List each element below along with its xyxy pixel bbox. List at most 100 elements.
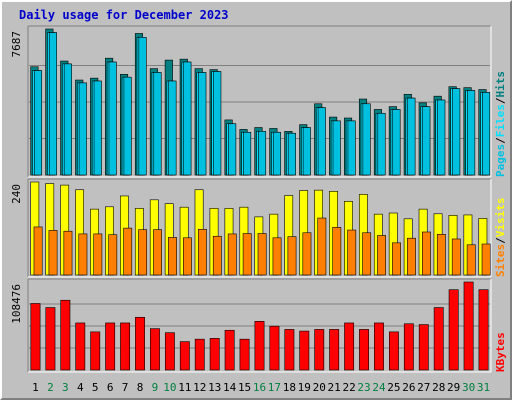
x-tick-label-day-23: 23	[357, 381, 370, 394]
bar-sites-day-23	[362, 232, 372, 276]
chart-title: Daily usage for December 2023	[19, 8, 229, 22]
bar-sites-day-28	[436, 234, 446, 276]
y-max-label: 240	[10, 184, 23, 204]
bar-kbytes-day-12	[194, 338, 205, 371]
x-tick-label-day-25: 25	[387, 381, 400, 394]
bar-sites-day-20	[317, 217, 327, 276]
bar-sites-day-12	[197, 228, 207, 276]
bar-pages-day-8	[138, 36, 147, 176]
legend-label: Pages/Files/Hits	[494, 71, 507, 177]
chart-panels: 7687 Pages/Files/Hits 240 Sites/Visits10847…	[10, 25, 507, 373]
x-tick-label-day-22: 22	[342, 381, 355, 394]
bar-kbytes-day-29	[448, 289, 459, 371]
bar-sites-day-10	[168, 237, 177, 276]
bar-pages-day-22	[347, 120, 356, 176]
bar-kbytes-day-19	[299, 330, 310, 371]
x-tick-label-day-24: 24	[372, 381, 386, 394]
bar-kbytes-day-10	[164, 332, 175, 371]
bar-kbytes-day-30	[463, 281, 474, 371]
bar-pages-day-10	[168, 80, 177, 176]
panel-visits-sites: 240 Sites/Visits	[10, 178, 507, 278]
bar-kbytes-day-6	[105, 322, 116, 371]
bar-pages-day-13	[213, 71, 222, 176]
x-tick-label-day-31: 31	[477, 381, 490, 394]
bar-pages-day-1	[33, 70, 43, 176]
bar-kbytes-day-7	[120, 322, 131, 371]
bar-sites-day-4	[78, 233, 88, 276]
bar-sites-day-13	[212, 235, 222, 276]
bar-kbytes-day-16	[254, 321, 265, 371]
bar-pages-day-2	[48, 32, 57, 176]
x-tick-label-day-3: 3	[62, 381, 69, 394]
bar-sites-day-2	[48, 230, 58, 276]
bar-pages-day-20	[317, 107, 326, 176]
bar-sites-day-3	[63, 230, 73, 276]
x-tick-label-day-12: 12	[193, 381, 206, 394]
bar-sites-day-9	[153, 229, 162, 276]
bar-sites-day-5	[93, 233, 103, 276]
bar-pages-day-17	[272, 131, 282, 176]
bar-kbytes-day-21	[329, 329, 340, 371]
bar-sites-day-21	[332, 227, 342, 276]
bar-pages-day-31	[482, 92, 491, 176]
x-tick-label-day-4: 4	[77, 381, 84, 394]
bar-kbytes-day-14	[224, 329, 235, 371]
bar-sites-day-11	[183, 237, 192, 276]
bar-kbytes-day-4	[75, 322, 86, 371]
legend-label: Sites/Visits	[494, 198, 507, 278]
x-tick-label-day-28: 28	[432, 381, 445, 394]
bar-sites-day-31	[481, 243, 491, 276]
bar-sites-day-25	[392, 242, 401, 276]
bar-kbytes-day-9	[150, 328, 160, 371]
bar-pages-day-26	[407, 97, 416, 176]
bar-sites-day-29	[451, 238, 461, 276]
bar-kbytes-day-27	[418, 324, 429, 371]
bar-pages-day-7	[123, 76, 132, 176]
x-tick-label-day-26: 26	[402, 381, 415, 394]
bar-kbytes-day-18	[284, 329, 295, 371]
bar-pages-day-24	[377, 112, 386, 176]
bar-sites-day-16	[257, 233, 267, 276]
x-tick-label-day-9: 9	[152, 381, 159, 394]
y-max-label: 7687	[10, 31, 23, 58]
bar-pages-day-29	[452, 88, 461, 176]
x-tick-label-day-8: 8	[137, 381, 144, 394]
bar-pages-day-23	[362, 103, 371, 176]
bar-sites-day-30	[466, 244, 476, 276]
bar-pages-day-14	[228, 123, 237, 176]
bar-kbytes-day-24	[374, 322, 384, 371]
x-tick-label-day-21: 21	[328, 381, 341, 394]
bar-kbytes-day-31	[478, 289, 489, 371]
bar-sites-day-26	[407, 237, 416, 276]
bar-pages-day-5	[93, 80, 102, 176]
bar-pages-day-28	[437, 99, 446, 176]
x-tick-label-day-2: 2	[47, 381, 54, 394]
x-tick-label-day-29: 29	[447, 381, 460, 394]
bar-kbytes-day-5	[90, 331, 101, 371]
bar-kbytes-day-26	[403, 323, 414, 371]
x-tick-label-day-16: 16	[253, 381, 266, 394]
bar-sites-day-24	[377, 235, 387, 276]
bar-pages-day-25	[392, 109, 401, 176]
bar-pages-day-11	[183, 61, 192, 176]
x-tick-label-day-27: 27	[417, 381, 430, 394]
x-tick-label-day-17: 17	[268, 381, 281, 394]
bar-sites-day-14	[227, 233, 237, 276]
bar-pages-day-12	[198, 72, 207, 176]
bar-kbytes-day-8	[135, 316, 145, 371]
x-tick-label-day-13: 13	[208, 381, 221, 394]
bar-pages-day-6	[108, 61, 117, 176]
bar-kbytes-day-3	[60, 299, 71, 371]
bar-sites-day-15	[242, 233, 252, 276]
panel-hits-files-pages: 7687 Pages/Files/Hits	[10, 25, 507, 178]
bar-sites-day-1	[33, 226, 43, 276]
panel-kbytes: 108476 KBytes	[10, 278, 507, 373]
x-tick-label-day-18: 18	[283, 381, 296, 394]
bar-kbytes-day-28	[433, 307, 444, 371]
x-tick-label-day-30: 30	[462, 381, 475, 394]
bar-kbytes-day-22	[344, 322, 355, 371]
x-tick-label-day-5: 5	[92, 381, 99, 394]
x-tick-label-day-14: 14	[223, 381, 237, 394]
bar-sites-day-22	[347, 229, 357, 276]
x-tick-label-day-7: 7	[122, 381, 129, 394]
